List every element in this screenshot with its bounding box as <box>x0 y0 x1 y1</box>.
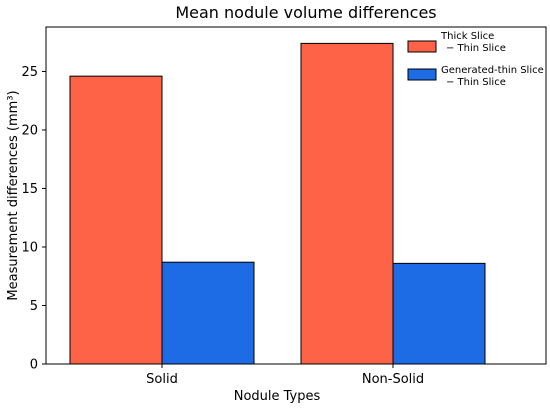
bar-series1-solid <box>69 75 163 365</box>
legend-swatch <box>407 68 437 81</box>
bars-layer <box>69 42 486 365</box>
x-tick-label: Solid <box>146 372 178 387</box>
y-tick-label: 15 <box>21 182 38 197</box>
legend-label: Generated-thin Slice − Thin Slice <box>441 65 544 88</box>
chart-title: Mean nodule volume differences <box>175 3 436 22</box>
x-axis: Solid Non-Solid <box>146 364 424 387</box>
y-axis-label: Measurement differences (mm³) <box>6 90 21 300</box>
legend-swatch <box>407 40 437 53</box>
bar-series1-non-solid <box>300 42 394 365</box>
legend: Thick Slice − Thin Slice Generated-thin Sl… <box>407 31 544 88</box>
y-tick-label: 20 <box>21 123 38 138</box>
bar-series2-non-solid <box>392 262 486 365</box>
y-tick-label: 10 <box>21 240 38 255</box>
x-axis-label: Nodule Types <box>234 389 321 404</box>
y-tick-label: 0 <box>30 358 38 373</box>
y-axis: 0 5 10 15 20 25 <box>21 65 46 373</box>
legend-label: Thick Slice − Thin Slice <box>440 31 506 54</box>
x-tick-label: Non-Solid <box>362 372 424 387</box>
y-tick-label: 25 <box>21 65 38 80</box>
bar-series2-solid <box>161 261 255 365</box>
plot-frame <box>45 26 547 365</box>
y-tick-label: 5 <box>30 299 38 314</box>
